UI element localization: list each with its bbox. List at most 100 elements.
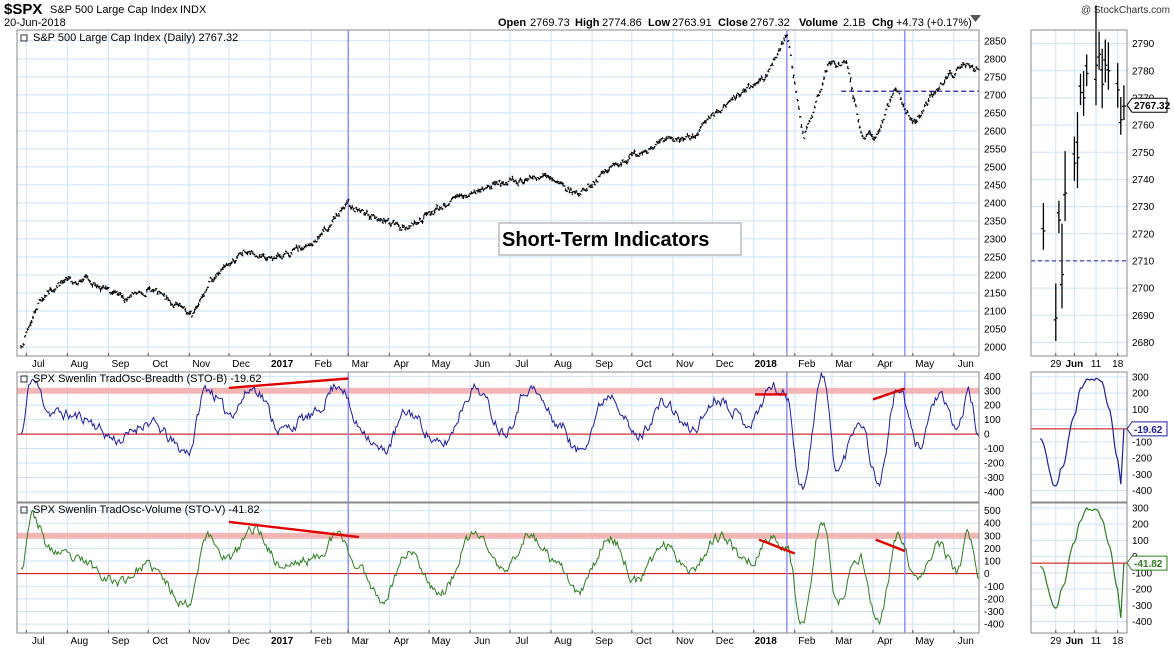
y-tick-label: 0: [984, 569, 990, 580]
y-tick-label: 200: [984, 401, 1001, 412]
y-tick-label: 200: [1132, 520, 1149, 531]
x-tick-label: Jun: [958, 636, 974, 647]
y-tick-label: 2800: [984, 54, 1007, 65]
y-tick-label: 2700: [984, 90, 1007, 101]
upper-band: [17, 532, 979, 539]
x-tick-label: Jun: [958, 359, 974, 370]
y-tick-label: 100: [1132, 405, 1149, 416]
x-tick-label: Aug: [554, 636, 572, 647]
panel-background: [17, 503, 979, 633]
y-tick-label: -200: [1132, 454, 1152, 465]
low-label: Low: [648, 17, 670, 29]
panel-frame: [1030, 29, 1128, 357]
y-tick-label: 2300: [984, 234, 1007, 245]
chg-value: +4.73 (+0.17%): [896, 17, 972, 29]
panel-frame: [1030, 371, 1128, 503]
y-tick-label: 2750: [984, 72, 1007, 83]
x-tick-label: Jul: [32, 636, 45, 647]
x-tick-label: Mar: [352, 636, 370, 647]
y-tick-label: 2250: [984, 252, 1007, 263]
panel-breadth: -400 -300 -200 -100 0 100 200 300 400 SPX Swenlin…: [16, 371, 1004, 503]
y-tick-label: 2700: [1132, 284, 1155, 295]
x-tick-label: 18: [1112, 636, 1124, 647]
last-value-label: -41.82: [1134, 559, 1163, 570]
x-tick-label: Jul: [32, 359, 45, 370]
x-tick-label: 2018: [755, 359, 778, 370]
y-tick-label: -300: [984, 607, 1004, 618]
y-tick-label: 2760: [1132, 121, 1155, 132]
main-x-axis: Jul Aug Sep Oct Nov Dec 2017 Feb Mar Apr May Jun Jul…: [25, 630, 974, 647]
panel-settings-icon: [20, 375, 28, 383]
zoom-x-axis: 29 Jun 11 18: [1050, 353, 1124, 370]
x-tick-label: Jun: [474, 636, 490, 647]
x-tick-label: Oct: [636, 636, 652, 647]
x-tick-label: Jul: [516, 636, 529, 647]
y-tick-label: 2720: [1132, 229, 1155, 240]
y-tick-label: 2730: [1132, 202, 1155, 213]
header-dropdown-icon[interactable]: [970, 15, 981, 22]
y-tick-label: 100: [984, 557, 1001, 568]
last-value-tag: [1126, 555, 1168, 571]
y-tick-label: -400: [984, 487, 1004, 498]
y-tick-label: 2550: [984, 144, 1007, 155]
x-tick-label: Nov: [676, 359, 694, 370]
y-tick-label: 200: [1132, 389, 1149, 400]
low-value: 2763.91: [672, 17, 712, 29]
y-tick-label: 100: [1132, 536, 1149, 547]
x-tick-label: Sep: [112, 359, 130, 370]
x-tick-label: Sep: [112, 636, 130, 647]
price-bars: [20, 34, 981, 349]
y-tick-label: -300: [1132, 470, 1152, 481]
open-label: Open: [498, 17, 526, 29]
open-value: 2769.73: [530, 17, 570, 29]
y-tick-label: -200: [984, 594, 1004, 605]
x-tick-label: May: [432, 636, 451, 647]
price-panel-title: S&P 500 Large Cap Index (Daily) 2767.32: [33, 32, 238, 44]
x-tick-label: 18: [1112, 359, 1124, 370]
y-tick-label: 500: [984, 506, 1001, 517]
breadth-panel-title: SPX Swenlin TradOsc-Breadth (STO-B) -19.…: [33, 373, 261, 385]
y-tick-label: -100: [984, 444, 1004, 455]
trendline: [228, 377, 349, 390]
y-tick-label: 2050: [984, 324, 1007, 335]
x-tick-label: Nov: [192, 359, 210, 370]
panel-background: [1031, 30, 1127, 356]
y-tick-label: 2150: [984, 288, 1007, 299]
panel-frame: [16, 502, 980, 634]
y-tick-label: 2680: [1132, 338, 1155, 349]
close-value: 2767.32: [750, 17, 790, 29]
y-tick-label: 2650: [984, 108, 1007, 119]
panel-price-zoom: 2680269027002710272027302740275027602770…: [1030, 5, 1171, 357]
volume-zoom-line: [1039, 507, 1125, 619]
annotation-text: Short-Term Indicators: [502, 229, 709, 251]
y-tick-label: 100: [984, 415, 1001, 426]
y-tick-label: -400: [1132, 486, 1152, 497]
y-tick-label: -200: [984, 459, 1004, 470]
x-tick-label: Feb: [315, 359, 333, 370]
breadth-line: [20, 372, 980, 491]
last-value-label: -19.62: [1134, 425, 1163, 436]
y-tick-label: -400: [984, 620, 1004, 631]
exchange: INDX: [180, 4, 207, 16]
x-tick-label: Dec: [232, 636, 250, 647]
y-tick-label: -100: [1132, 568, 1152, 579]
x-tick-label: Mar: [835, 359, 853, 370]
x-tick-label: Mar: [835, 636, 853, 647]
y-tick-label: -400: [1132, 617, 1152, 628]
x-tick-label: Nov: [192, 636, 210, 647]
y-tick-label: -300: [984, 473, 1004, 484]
x-tick-label: May: [432, 359, 451, 370]
y-tick-label: 2100: [984, 306, 1007, 317]
y-tick-label: 2710: [1132, 256, 1155, 267]
x-tick-label: Jun: [474, 359, 490, 370]
x-tick-label: Dec: [716, 636, 734, 647]
annotation-frame: [498, 222, 742, 256]
instrument-name: S&P 500 Large Cap Index: [50, 4, 178, 16]
panel-settings-icon: [20, 506, 28, 514]
x-tick-label: Oct: [152, 359, 168, 370]
x-tick-label: Sep: [595, 636, 613, 647]
panel-frame: [16, 29, 980, 357]
